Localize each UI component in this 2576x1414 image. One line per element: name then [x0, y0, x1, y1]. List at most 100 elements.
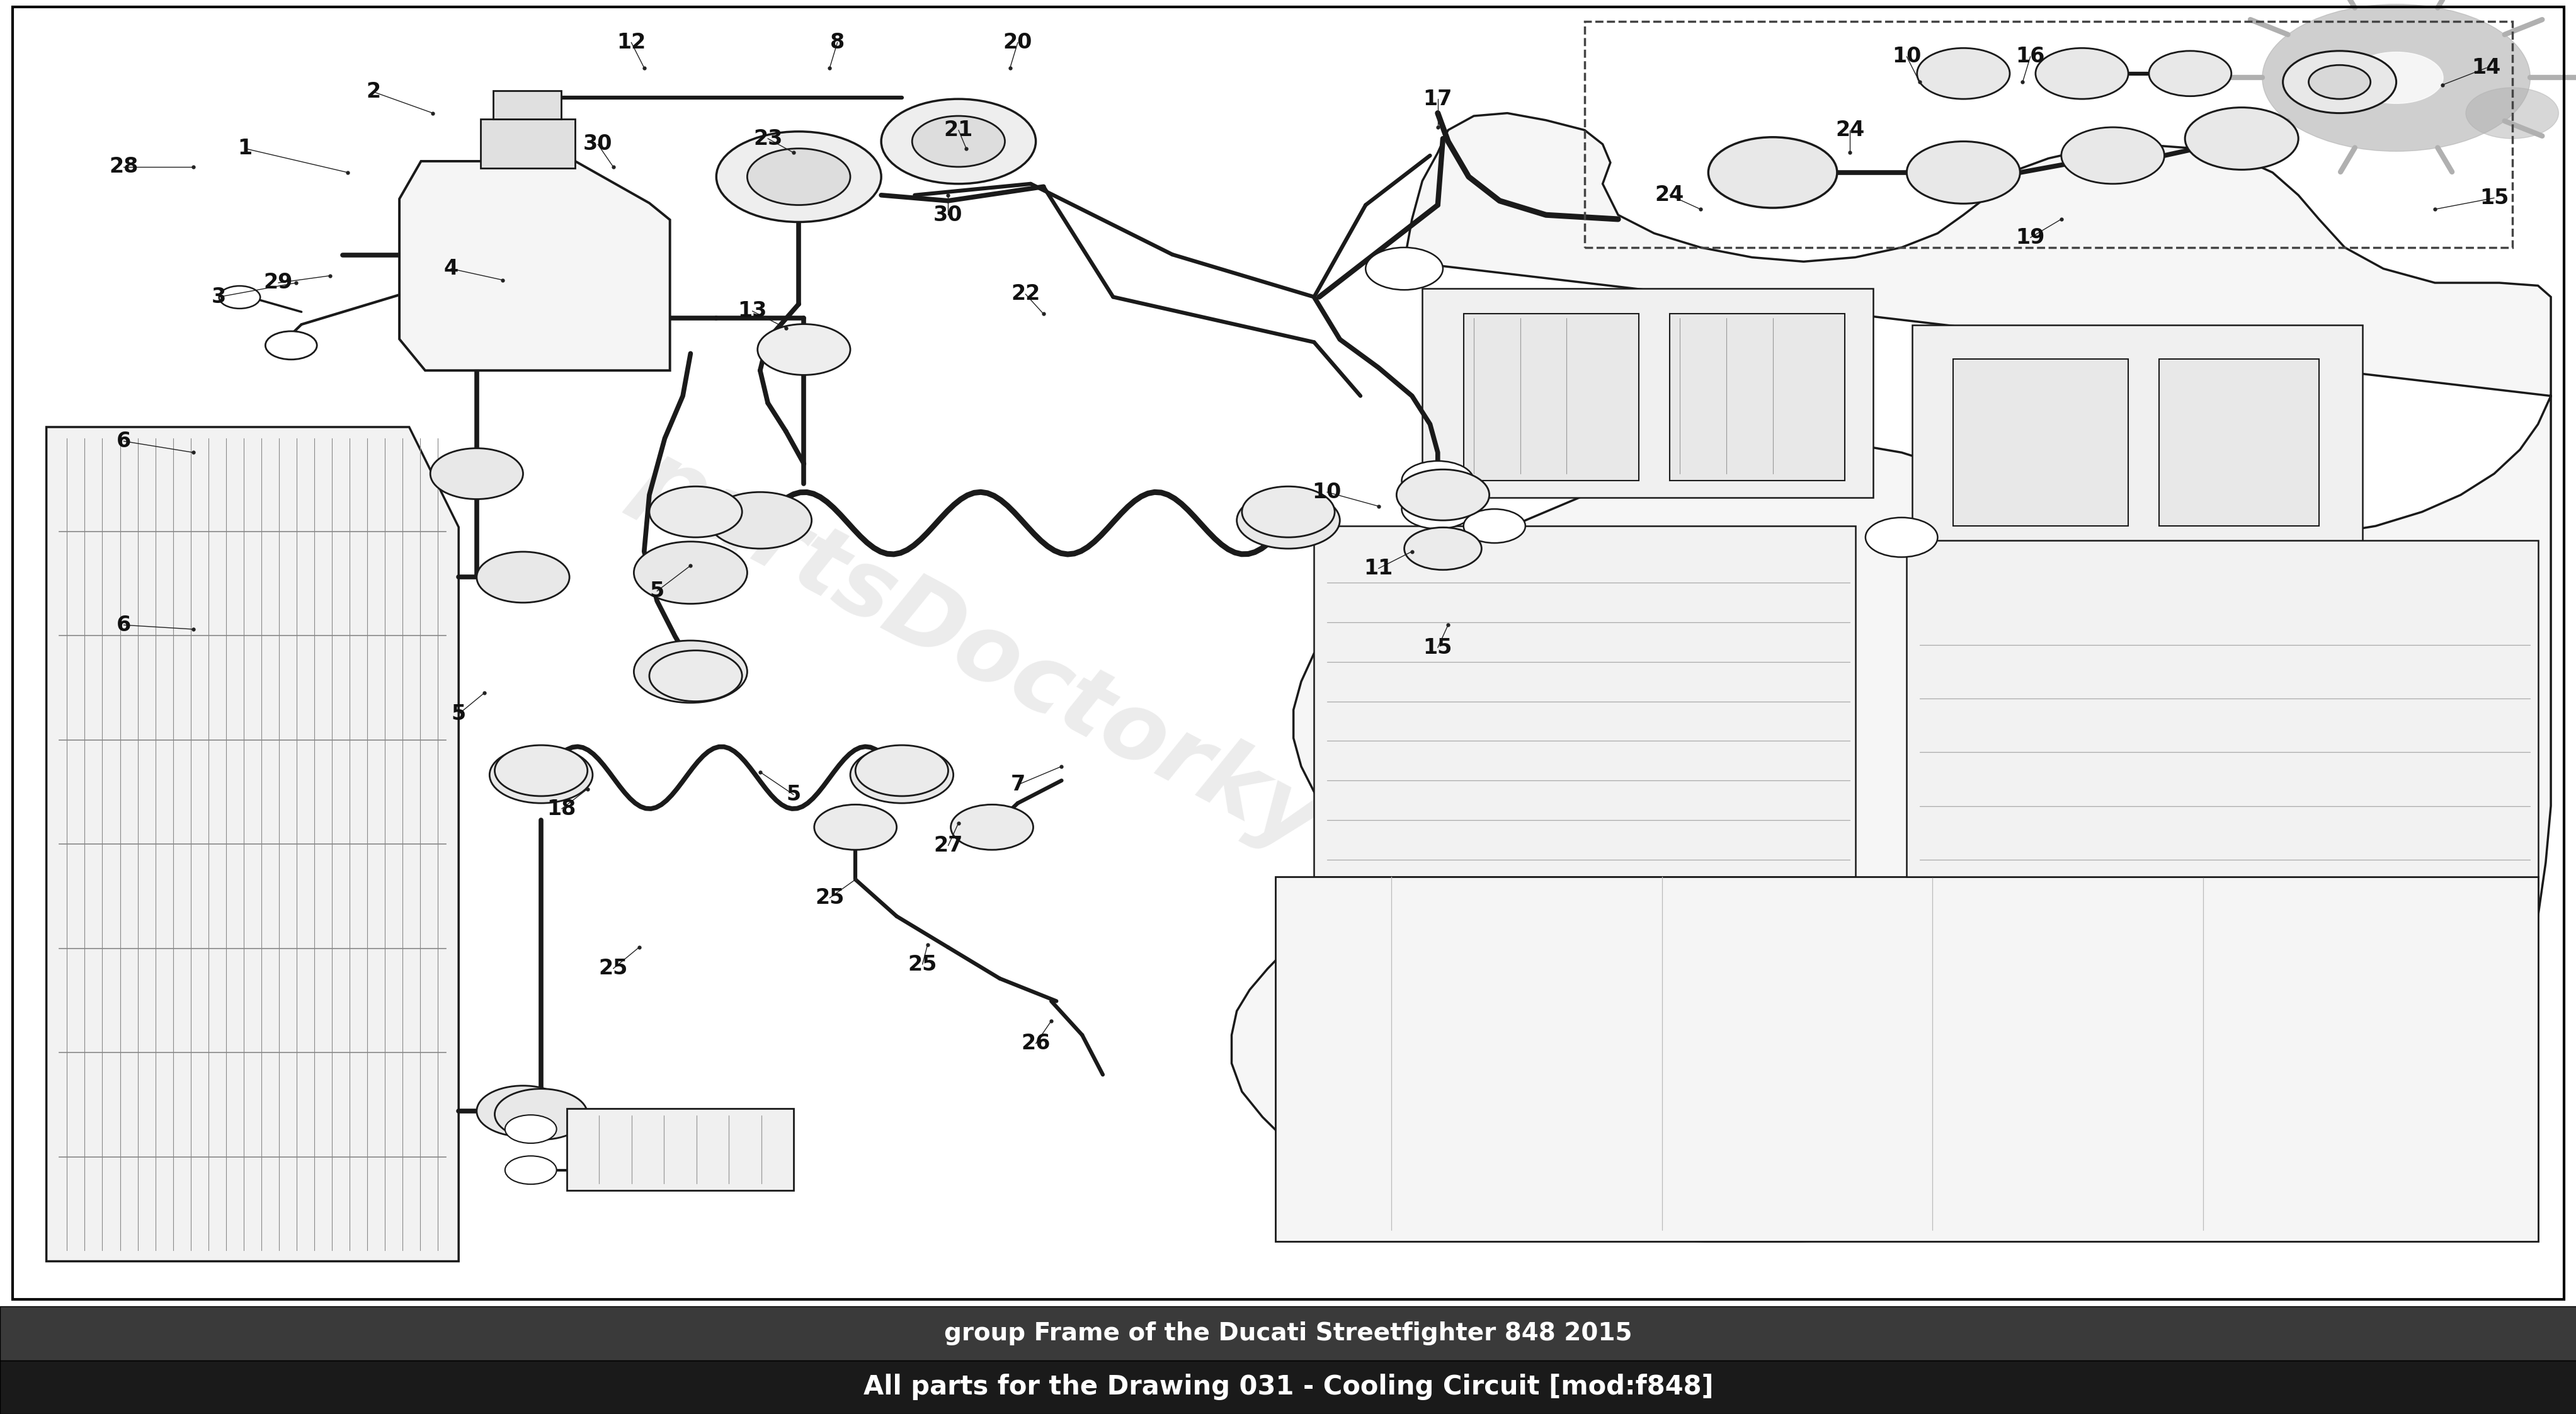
Text: 5: 5	[451, 704, 466, 724]
Text: 27: 27	[933, 836, 963, 855]
Polygon shape	[46, 427, 459, 1261]
Circle shape	[1401, 489, 1473, 529]
Circle shape	[265, 331, 317, 359]
Bar	[479, 119, 574, 168]
Text: 28: 28	[108, 157, 139, 177]
Text: 5: 5	[649, 581, 665, 601]
Circle shape	[1865, 518, 1937, 557]
Circle shape	[2061, 127, 2164, 184]
Text: 16: 16	[2014, 47, 2045, 66]
Bar	[2159, 359, 2318, 526]
Circle shape	[1242, 486, 1334, 537]
Circle shape	[716, 132, 881, 222]
Bar	[1422, 288, 1873, 498]
Circle shape	[430, 448, 523, 499]
Text: 10: 10	[1311, 482, 1342, 502]
Circle shape	[757, 324, 850, 375]
Text: 2: 2	[366, 82, 381, 102]
Circle shape	[2308, 65, 2370, 99]
Polygon shape	[399, 161, 670, 370]
Circle shape	[495, 1089, 587, 1140]
Text: 8: 8	[829, 33, 845, 52]
Text: group Frame of the Ducati Streetfighter 848 2015: group Frame of the Ducati Streetfighter …	[943, 1322, 1633, 1345]
Circle shape	[489, 747, 592, 803]
Text: 13: 13	[737, 301, 768, 321]
Text: 10: 10	[1891, 47, 1922, 66]
Polygon shape	[1231, 113, 2550, 1241]
Text: 30: 30	[582, 134, 613, 154]
Bar	[0, 1307, 2576, 1360]
Circle shape	[708, 492, 811, 549]
Text: 14: 14	[2470, 58, 2501, 78]
Bar	[1953, 359, 2128, 526]
Text: 18: 18	[546, 799, 577, 819]
Bar	[1669, 314, 1844, 481]
Text: 17: 17	[1422, 89, 1453, 109]
Circle shape	[634, 641, 747, 703]
Bar	[1906, 540, 2537, 877]
Bar	[1584, 21, 2512, 247]
Bar	[567, 1109, 793, 1191]
Circle shape	[1236, 492, 1340, 549]
Text: 30: 30	[933, 205, 963, 225]
Text: 26: 26	[1020, 1034, 1051, 1053]
Circle shape	[2184, 107, 2298, 170]
Circle shape	[2148, 51, 2231, 96]
Circle shape	[649, 650, 742, 701]
Circle shape	[951, 805, 1033, 850]
Text: 25: 25	[907, 954, 938, 974]
Circle shape	[912, 116, 1005, 167]
Text: 25: 25	[598, 959, 629, 978]
Text: 6: 6	[116, 431, 131, 451]
Circle shape	[814, 805, 896, 850]
Text: 24: 24	[1654, 185, 1685, 205]
Circle shape	[1401, 461, 1473, 501]
Circle shape	[2262, 4, 2530, 151]
Circle shape	[2349, 52, 2442, 103]
Text: 20: 20	[1002, 33, 1033, 52]
Text: 25: 25	[814, 888, 845, 908]
Circle shape	[1906, 141, 2020, 204]
Text: 19: 19	[2014, 228, 2045, 247]
Bar	[0, 1360, 2576, 1414]
Text: 3: 3	[211, 287, 227, 307]
Bar	[1314, 526, 1855, 877]
Circle shape	[855, 745, 948, 796]
Circle shape	[1917, 48, 2009, 99]
Circle shape	[649, 486, 742, 537]
Circle shape	[2035, 48, 2128, 99]
Circle shape	[1404, 527, 1481, 570]
Text: 21: 21	[943, 120, 974, 140]
Circle shape	[850, 747, 953, 803]
Bar	[495, 90, 562, 119]
Circle shape	[477, 551, 569, 602]
Text: 5: 5	[786, 785, 801, 805]
Circle shape	[2282, 51, 2396, 113]
Circle shape	[1463, 509, 1525, 543]
Circle shape	[505, 1114, 556, 1143]
Text: All parts for the Drawing 031 - Cooling Circuit [mod:f848]: All parts for the Drawing 031 - Cooling …	[863, 1374, 1713, 1400]
Text: 23: 23	[752, 129, 783, 148]
Circle shape	[477, 1086, 569, 1137]
Circle shape	[634, 542, 747, 604]
Circle shape	[505, 1155, 556, 1184]
Text: 29: 29	[263, 273, 294, 293]
Text: 22: 22	[1010, 284, 1041, 304]
Text: 7: 7	[1010, 775, 1025, 795]
Circle shape	[495, 745, 587, 796]
Circle shape	[2465, 88, 2558, 139]
Circle shape	[1708, 137, 1837, 208]
Circle shape	[747, 148, 850, 205]
Text: 11: 11	[1363, 559, 1394, 578]
Circle shape	[1365, 247, 1443, 290]
Bar	[1911, 325, 2362, 544]
Circle shape	[1396, 469, 1489, 520]
Text: 12: 12	[616, 33, 647, 52]
Text: 6: 6	[116, 615, 131, 635]
Bar	[1463, 314, 1638, 481]
Circle shape	[219, 286, 260, 308]
Text: 4: 4	[443, 259, 459, 279]
Text: 24: 24	[1834, 120, 1865, 140]
Text: 15: 15	[1422, 638, 1453, 658]
Text: 1: 1	[237, 139, 252, 158]
